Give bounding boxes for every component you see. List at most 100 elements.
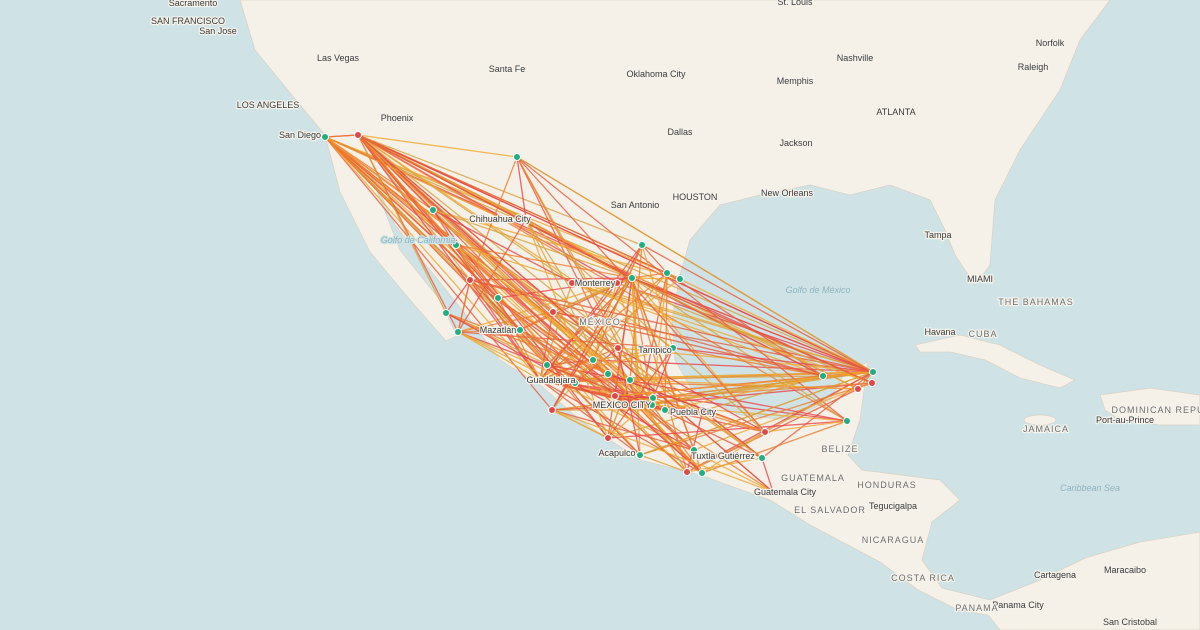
route [516,156,848,422]
route [469,277,633,281]
city-label: Oklahoma City [626,69,686,79]
airports [321,131,877,496]
airport [494,294,502,302]
city-label: Maracaibo [1104,565,1146,575]
airport [354,131,362,139]
route [761,457,774,493]
city-label: Las Vegas [317,53,360,63]
city-label: San Antonio [611,200,660,210]
city-label: Raleigh [1018,62,1049,72]
airport [611,392,619,400]
route [324,136,576,384]
route [639,454,688,473]
route [552,282,618,313]
route [457,279,471,333]
city-label: Tuxtla Gutiérrez [691,451,755,461]
route [432,209,573,284]
route [651,404,703,474]
city-label: MEXICO CITY [593,400,652,410]
city-label: Mazatlán [480,325,517,335]
route [324,136,633,279]
country-label: JAMAICA [1023,424,1069,434]
airport [690,446,698,454]
country-label: PANAMA [955,603,998,613]
city-label: San Cristobal [1103,617,1157,627]
route [631,277,703,474]
route [551,371,874,411]
route [702,409,763,459]
city-label: Norfolk [1036,38,1065,48]
route [357,134,521,331]
route [357,134,643,246]
city-label: New Orleans [761,188,814,198]
route [357,134,518,158]
route [592,359,703,474]
route [629,244,643,381]
route [571,277,633,284]
route [631,277,681,280]
airport [614,344,622,352]
route [551,409,695,451]
city-label: Tampico [638,345,672,355]
route [551,244,643,411]
airport [854,385,862,393]
airport [683,468,691,476]
route [607,379,631,439]
airport [638,241,646,249]
route [324,136,548,366]
city-label: Puebla City [670,407,717,417]
city-label: Panama City [992,600,1044,610]
route [672,347,874,373]
city-label: Santa Fe [489,64,526,74]
airport [669,344,677,352]
airport [454,328,462,336]
airport [698,469,706,477]
route [639,382,873,456]
city-label: Tampa [924,230,951,240]
route [357,134,541,381]
route [469,279,548,366]
airport [869,368,877,376]
jamaica [1023,414,1057,426]
route [614,395,641,406]
airport [604,434,612,442]
airport [536,376,544,384]
route [764,420,848,433]
airport [442,309,450,317]
city-label: Acapulco [598,448,635,458]
route [664,272,668,411]
route [631,277,848,422]
route [631,277,766,433]
country-label: EL SALVADOR [794,505,866,515]
route [546,359,594,366]
airport [636,451,644,459]
airport [549,308,557,316]
city-label: SAN FRANCISCO [151,16,225,26]
airport [568,279,576,287]
route [592,347,674,361]
route [324,136,541,381]
country-label: CUBA [968,329,997,339]
airport [513,153,521,161]
cuba [914,334,1076,389]
city-label: Memphis [777,76,814,86]
route [432,209,681,280]
country-label: BELIZE [821,444,858,454]
route [607,397,654,439]
route [552,311,824,377]
city-label: Chihuahua City [469,214,531,224]
routes [324,134,874,493]
airport [522,215,530,223]
city-label: Guatemala City [754,487,817,497]
route [551,409,609,439]
route [539,347,619,381]
route [445,279,471,314]
route [357,134,874,373]
route [457,331,576,384]
route [672,347,824,377]
route [641,244,874,373]
route [455,244,641,406]
airport [429,206,437,214]
water-label: Golfo de California [381,235,456,245]
